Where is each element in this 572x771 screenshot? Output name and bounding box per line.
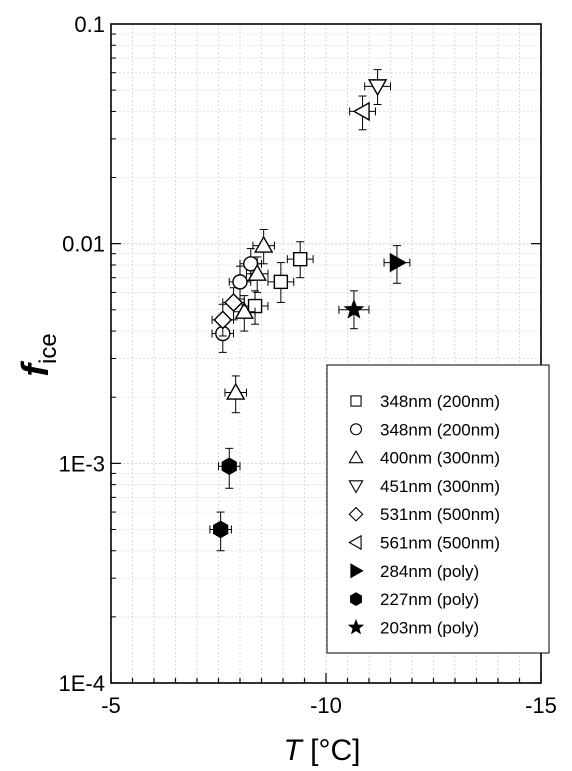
legend-item: 284nm (poly) bbox=[350, 562, 479, 581]
data-point bbox=[224, 375, 247, 414]
x-tick-label: -15 bbox=[525, 693, 557, 718]
data-point bbox=[222, 287, 245, 321]
legend-marker-triangle-left bbox=[348, 534, 362, 551]
marker-hexagon bbox=[221, 457, 237, 476]
data-point bbox=[383, 245, 411, 284]
data-point bbox=[209, 511, 232, 552]
legend-label: 348nm (200nm) bbox=[380, 420, 500, 439]
legend-label: 348nm (200nm) bbox=[380, 392, 500, 411]
x-axis-symbol: T bbox=[284, 734, 305, 767]
y-tick-label: 0.1 bbox=[74, 12, 105, 37]
marker-circle bbox=[232, 274, 248, 290]
marker-triangle-left bbox=[352, 101, 370, 122]
marker-triangle-up bbox=[253, 235, 274, 253]
legend-label: 451nm (300nm) bbox=[380, 477, 500, 496]
legend-item: 227nm (poly) bbox=[350, 590, 479, 609]
legend-box bbox=[326, 364, 550, 654]
legend-label: 531nm (500nm) bbox=[380, 505, 500, 524]
y-tick-label: 1E-3 bbox=[59, 451, 105, 476]
legend-item: 561nm (500nm) bbox=[348, 534, 500, 553]
marker-triangle-up bbox=[247, 263, 267, 281]
data-point bbox=[228, 265, 252, 300]
marker-star bbox=[343, 298, 365, 319]
legend-item: 348nm (200nm) bbox=[349, 420, 500, 439]
data-marks bbox=[209, 69, 411, 552]
legend-marker-square bbox=[350, 395, 362, 407]
legend: 348nm (200nm) 348nm (200nm) 400nm (300nm) 4… bbox=[326, 364, 550, 654]
data-point bbox=[267, 262, 295, 303]
data-point bbox=[252, 229, 275, 265]
marker-square bbox=[273, 274, 289, 290]
marker-diamond bbox=[224, 292, 244, 312]
data-point bbox=[286, 241, 314, 279]
y-tick-label: 1E-4 bbox=[59, 671, 105, 696]
legend-marker-triangle-down bbox=[348, 480, 364, 494]
marker-triangle-up bbox=[234, 301, 255, 319]
marker-circle bbox=[243, 256, 259, 272]
y-tick-label: 0.01 bbox=[62, 232, 105, 257]
data-point bbox=[338, 290, 370, 330]
legend-marker-hexagon bbox=[350, 592, 362, 606]
marker-hexagon bbox=[213, 520, 229, 539]
data-point bbox=[349, 95, 376, 131]
marker-square bbox=[293, 251, 308, 267]
legend-marker-circle bbox=[349, 423, 363, 436]
legend-label: 561nm (500nm) bbox=[380, 534, 500, 553]
legend-label: 284nm (poly) bbox=[380, 562, 479, 581]
x-axis-title: T [°C] bbox=[284, 734, 361, 767]
legend-label: 227nm (poly) bbox=[380, 590, 479, 609]
legend-marker-star bbox=[347, 618, 365, 635]
marker-triangle-down bbox=[367, 79, 388, 97]
y-axis-symbol: f bbox=[15, 361, 57, 377]
legend-marker-triangle-right bbox=[350, 563, 364, 579]
legend-item: 348nm (200nm) bbox=[350, 392, 500, 411]
plot-frame bbox=[110, 23, 542, 684]
tick-labels: -5 -10 -15 0.1 0.01 1E-3 1E-4 bbox=[59, 12, 557, 718]
y-axis-subscript: ice bbox=[35, 333, 62, 364]
legend-label: 203nm (poly) bbox=[380, 618, 479, 637]
legend-item: 400nm (300nm) bbox=[348, 449, 500, 468]
x-tick-label: -5 bbox=[101, 693, 121, 718]
y-axis-title: fice bbox=[15, 333, 62, 376]
data-point bbox=[218, 447, 241, 489]
data-point bbox=[364, 69, 391, 106]
x-axis-unit: [°C] bbox=[302, 734, 361, 767]
legend-label: 400nm (300nm) bbox=[380, 449, 500, 468]
legend-item: 531nm (500nm) bbox=[348, 505, 500, 524]
marker-triangle-up bbox=[225, 382, 246, 400]
legend-marker-diamond bbox=[348, 506, 364, 522]
x-tick-label: -10 bbox=[310, 693, 342, 718]
data-point bbox=[239, 248, 262, 281]
legend-marker-triangle-up bbox=[348, 449, 364, 464]
legend-item: 203nm (poly) bbox=[347, 618, 479, 637]
marker-diamond bbox=[213, 310, 233, 330]
data-point bbox=[245, 256, 269, 293]
marker-triangle-right bbox=[389, 252, 407, 273]
legend-item: 451nm (300nm) bbox=[348, 477, 500, 496]
